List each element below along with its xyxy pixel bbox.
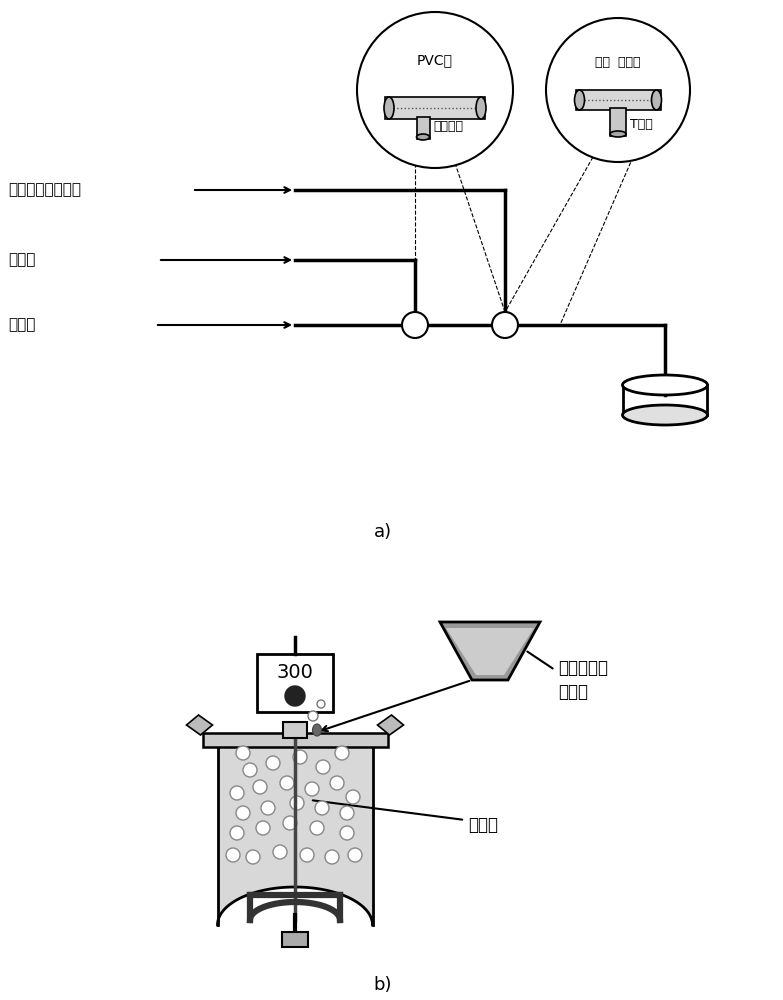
Ellipse shape bbox=[417, 134, 430, 140]
Circle shape bbox=[226, 848, 240, 862]
Circle shape bbox=[546, 18, 690, 162]
Bar bbox=[417, 117, 430, 139]
Circle shape bbox=[308, 711, 318, 721]
Circle shape bbox=[348, 848, 362, 862]
Circle shape bbox=[261, 801, 275, 815]
Ellipse shape bbox=[384, 97, 394, 119]
Bar bbox=[283, 722, 307, 738]
Circle shape bbox=[305, 782, 319, 796]
Text: 不锈钢管: 不锈钢管 bbox=[433, 120, 463, 133]
Circle shape bbox=[317, 700, 325, 708]
Polygon shape bbox=[377, 715, 403, 735]
Circle shape bbox=[236, 746, 250, 760]
Circle shape bbox=[402, 312, 428, 338]
Polygon shape bbox=[446, 628, 534, 675]
Bar bbox=[282, 932, 308, 947]
Ellipse shape bbox=[651, 90, 662, 110]
Circle shape bbox=[290, 796, 304, 810]
Circle shape bbox=[325, 850, 339, 864]
Circle shape bbox=[266, 756, 280, 770]
Text: PVC管: PVC管 bbox=[417, 53, 453, 67]
Polygon shape bbox=[440, 622, 540, 680]
Circle shape bbox=[492, 312, 518, 338]
Circle shape bbox=[340, 826, 354, 840]
Circle shape bbox=[230, 786, 244, 800]
Text: T型管: T型管 bbox=[630, 117, 653, 130]
Circle shape bbox=[246, 850, 260, 864]
Text: 乳液滴: 乳液滴 bbox=[468, 816, 498, 834]
Text: b): b) bbox=[373, 976, 392, 994]
Circle shape bbox=[300, 848, 314, 862]
Text: a): a) bbox=[374, 523, 392, 541]
Circle shape bbox=[253, 780, 267, 794]
Circle shape bbox=[315, 801, 329, 815]
Circle shape bbox=[357, 12, 513, 168]
Circle shape bbox=[256, 821, 270, 835]
Bar bbox=[576, 90, 661, 110]
Circle shape bbox=[283, 816, 297, 830]
Ellipse shape bbox=[575, 90, 584, 110]
Circle shape bbox=[273, 845, 287, 859]
Bar bbox=[610, 108, 626, 136]
Circle shape bbox=[293, 750, 307, 764]
Text: 连续相（加
单体）: 连续相（加 单体） bbox=[558, 659, 608, 702]
Polygon shape bbox=[218, 745, 373, 925]
Circle shape bbox=[346, 790, 360, 804]
Ellipse shape bbox=[610, 131, 626, 137]
Circle shape bbox=[243, 763, 257, 777]
FancyBboxPatch shape bbox=[257, 654, 333, 712]
Circle shape bbox=[335, 746, 349, 760]
Text: 液滴  微胶囊: 液滴 微胶囊 bbox=[595, 56, 640, 70]
Ellipse shape bbox=[476, 97, 486, 119]
Text: 分散相: 分散相 bbox=[8, 252, 35, 267]
Circle shape bbox=[330, 776, 344, 790]
Circle shape bbox=[316, 760, 330, 774]
Circle shape bbox=[236, 806, 250, 820]
Polygon shape bbox=[186, 715, 212, 735]
Bar bbox=[385, 97, 485, 119]
Circle shape bbox=[230, 826, 244, 840]
Text: 连续相（加单体）: 连续相（加单体） bbox=[8, 182, 81, 198]
Bar bbox=[203, 733, 388, 747]
Ellipse shape bbox=[312, 724, 322, 736]
Text: 连续相: 连续相 bbox=[8, 318, 35, 332]
Ellipse shape bbox=[622, 405, 708, 425]
Circle shape bbox=[280, 776, 294, 790]
Circle shape bbox=[310, 821, 324, 835]
Ellipse shape bbox=[285, 686, 305, 706]
Ellipse shape bbox=[622, 375, 708, 395]
Text: 300: 300 bbox=[276, 663, 313, 682]
Circle shape bbox=[340, 806, 354, 820]
